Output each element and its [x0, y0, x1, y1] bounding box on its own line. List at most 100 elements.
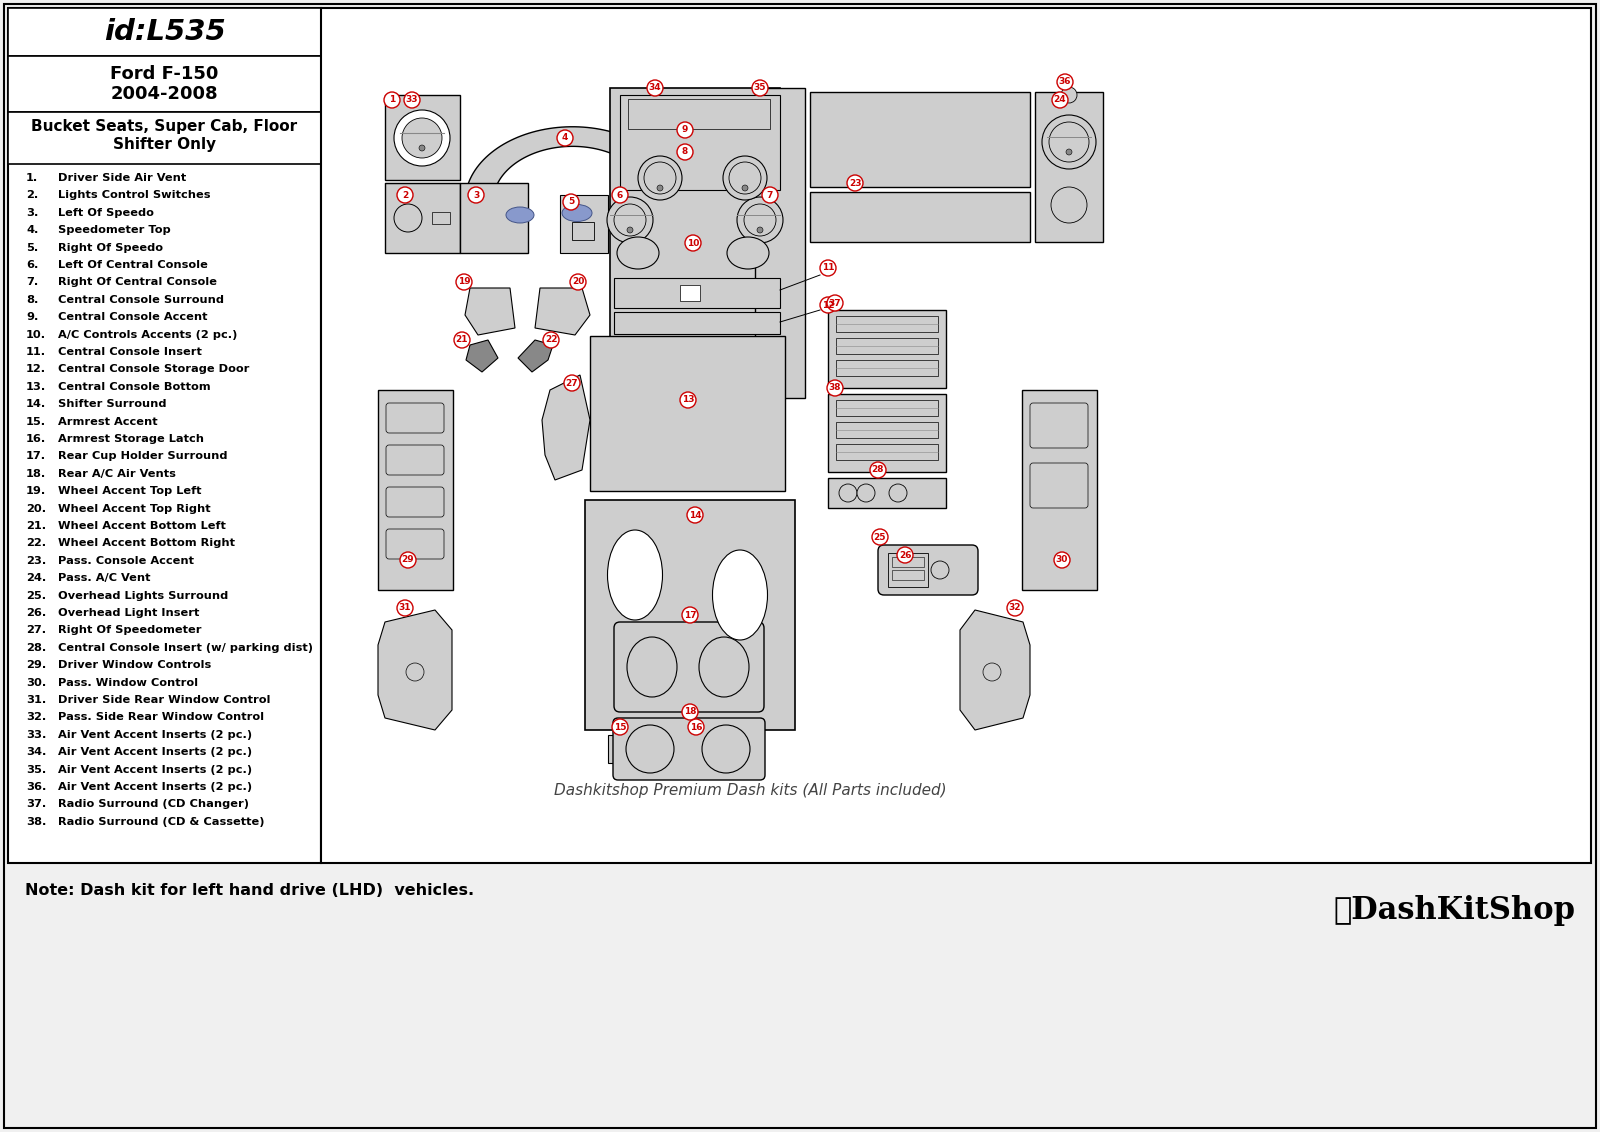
- Text: 35.: 35.: [26, 764, 46, 774]
- Text: 37: 37: [829, 299, 842, 308]
- Circle shape: [394, 204, 422, 232]
- Circle shape: [723, 156, 766, 200]
- Text: Air Vent Accent Inserts (2 pc.): Air Vent Accent Inserts (2 pc.): [58, 782, 253, 792]
- Text: Central Console Surround: Central Console Surround: [58, 294, 224, 305]
- Circle shape: [1053, 92, 1069, 108]
- Ellipse shape: [626, 724, 674, 773]
- Circle shape: [658, 185, 662, 191]
- Text: Driver Side Rear Window Control: Driver Side Rear Window Control: [58, 695, 270, 705]
- Bar: [835, 400, 938, 415]
- Text: 7.: 7.: [26, 277, 38, 288]
- Circle shape: [643, 162, 675, 194]
- Text: 36: 36: [1059, 77, 1072, 86]
- Text: Speedometer Top: Speedometer Top: [58, 225, 171, 235]
- Bar: [829, 394, 946, 472]
- Text: Right Of Speedo: Right Of Speedo: [58, 242, 163, 252]
- Ellipse shape: [562, 205, 592, 222]
- Text: 6.: 6.: [26, 260, 38, 271]
- Text: 1.: 1.: [26, 173, 38, 183]
- Bar: [680, 285, 701, 301]
- Text: 20: 20: [571, 277, 584, 286]
- Text: 38: 38: [829, 384, 842, 393]
- Bar: [614, 278, 781, 308]
- Polygon shape: [466, 190, 493, 201]
- Text: 21.: 21.: [26, 521, 46, 531]
- Circle shape: [819, 260, 835, 276]
- Text: 17.: 17.: [26, 452, 46, 462]
- Polygon shape: [534, 288, 590, 335]
- FancyBboxPatch shape: [613, 718, 765, 780]
- Text: Bucket Seats, Super Cab, Floor: Bucket Seats, Super Cab, Floor: [32, 120, 298, 135]
- Polygon shape: [960, 610, 1030, 730]
- Bar: [8, 55, 322, 112]
- Text: 38.: 38.: [26, 817, 46, 826]
- Text: 19.: 19.: [26, 487, 46, 496]
- Text: 25: 25: [874, 532, 886, 541]
- Text: 14: 14: [688, 511, 701, 520]
- Text: 17: 17: [683, 610, 696, 619]
- Text: 16: 16: [690, 722, 702, 731]
- Text: Wheel Accent Bottom Right: Wheel Accent Bottom Right: [58, 539, 235, 548]
- Text: Shifter Only: Shifter Only: [114, 137, 216, 153]
- Bar: [835, 360, 938, 376]
- Text: 4.: 4.: [26, 225, 38, 235]
- Circle shape: [394, 110, 450, 166]
- Text: 30: 30: [1056, 556, 1069, 565]
- Text: Radio Surround (CD & Cassette): Radio Surround (CD & Cassette): [58, 817, 264, 826]
- Text: 34: 34: [648, 84, 661, 93]
- Text: 22: 22: [544, 335, 557, 344]
- Text: 5: 5: [568, 197, 574, 206]
- Text: 32: 32: [1008, 603, 1021, 612]
- Circle shape: [611, 719, 627, 735]
- Bar: [835, 338, 938, 354]
- Text: Wheel Accent Top Right: Wheel Accent Top Right: [58, 504, 211, 514]
- Bar: [386, 95, 461, 180]
- Circle shape: [819, 297, 835, 314]
- Circle shape: [872, 529, 888, 544]
- FancyBboxPatch shape: [386, 403, 445, 434]
- Circle shape: [1058, 74, 1074, 91]
- Bar: [893, 557, 925, 567]
- Circle shape: [688, 719, 704, 735]
- Bar: [8, 8, 322, 55]
- Circle shape: [827, 295, 843, 311]
- Text: 26: 26: [899, 550, 912, 559]
- Text: Right Of Central Console: Right Of Central Console: [58, 277, 218, 288]
- FancyBboxPatch shape: [614, 621, 765, 712]
- Text: Rear Cup Holder Surround: Rear Cup Holder Surround: [58, 452, 227, 462]
- Circle shape: [563, 194, 579, 211]
- Text: 33.: 33.: [26, 730, 46, 740]
- Text: 35: 35: [754, 84, 766, 93]
- Circle shape: [397, 600, 413, 616]
- Text: 9.: 9.: [26, 312, 38, 323]
- Circle shape: [419, 145, 426, 151]
- Ellipse shape: [699, 637, 749, 697]
- Circle shape: [757, 228, 763, 233]
- Circle shape: [730, 162, 762, 194]
- Bar: [432, 212, 450, 224]
- Text: 9: 9: [682, 126, 688, 135]
- FancyBboxPatch shape: [878, 544, 978, 595]
- Circle shape: [1050, 122, 1090, 162]
- FancyBboxPatch shape: [1030, 463, 1088, 508]
- Text: 31: 31: [398, 603, 411, 612]
- Circle shape: [686, 507, 702, 523]
- FancyBboxPatch shape: [386, 487, 445, 517]
- Bar: [829, 310, 946, 388]
- Ellipse shape: [726, 237, 770, 269]
- Text: Pass. Side Rear Window Control: Pass. Side Rear Window Control: [58, 712, 264, 722]
- Text: 33: 33: [406, 95, 418, 104]
- Circle shape: [646, 80, 662, 96]
- Bar: [461, 183, 528, 252]
- Circle shape: [403, 92, 419, 108]
- Text: 4: 4: [562, 134, 568, 143]
- Circle shape: [744, 204, 776, 235]
- Text: 3: 3: [474, 190, 478, 199]
- Text: 37.: 37.: [26, 799, 46, 809]
- Text: Left Of Central Console: Left Of Central Console: [58, 260, 208, 271]
- Bar: [810, 92, 1030, 187]
- Text: 32.: 32.: [26, 712, 46, 722]
- Text: Pass. Console Accent: Pass. Console Accent: [58, 556, 194, 566]
- Text: Lights Control Switches: Lights Control Switches: [58, 190, 211, 200]
- Circle shape: [456, 274, 472, 290]
